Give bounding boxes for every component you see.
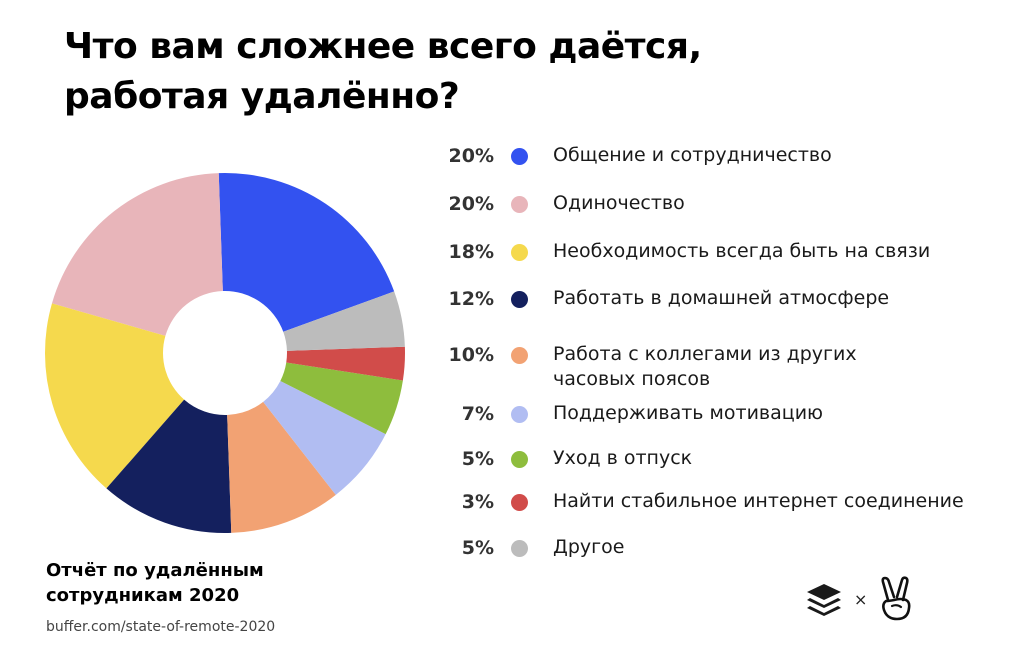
- legend-percent-6: 7%: [461, 403, 494, 425]
- donut-slice-6: [263, 380, 386, 495]
- chart-title-line-1: Что вам сложнее всего даётся,: [64, 26, 702, 67]
- legend-label-5: Работа с коллегами из других часовых пояс…: [553, 342, 1013, 392]
- legend-item-1: 20% Общение и сотрудничество: [432, 138, 1012, 178]
- legend-label-4: Работать в домашней атмосфере: [553, 286, 1013, 311]
- times-sign: ×: [854, 590, 868, 609]
- legend-swatch-2: [511, 196, 528, 213]
- donut-slice-8: [286, 346, 406, 381]
- legend-item-4: 12% Работать в домашней атмосфере: [432, 281, 1012, 321]
- donut-slice-7: [280, 362, 403, 435]
- legend-label-5-line-1: Работа с коллегами из других: [553, 343, 857, 365]
- legend-label-8: Найти стабильное интернет соединение: [553, 489, 1013, 514]
- report-caption-line-2: сотрудникам 2020: [46, 585, 240, 606]
- legend-percent-5: 10%: [448, 344, 494, 366]
- legend-item-8: 3% Найти стабильное интернет соединение: [432, 484, 1012, 524]
- legend-label-3: Необходимость всегда быть на связи: [553, 239, 1013, 264]
- legend-percent-1: 20%: [448, 145, 494, 167]
- legend-label-3-line-1: Необходимость всегда быть на связи: [553, 240, 931, 262]
- legend-percent-8: 3%: [461, 491, 494, 513]
- donut-slice-4: [106, 399, 232, 533]
- donut-slice-9: [283, 291, 405, 351]
- legend-swatch-1: [511, 148, 528, 165]
- legend-item-2: 20% Одиночество: [432, 186, 1012, 226]
- legend-label-6-line-1: Поддерживать мотивацию: [553, 402, 824, 424]
- legend-swatch-8: [511, 494, 528, 511]
- legend-swatch-7: [511, 451, 528, 468]
- legend-label-4-line-1: Работать в домашней атмосфере: [553, 287, 890, 309]
- buffer-logo-icon: [807, 584, 841, 616]
- legend-percent-2: 20%: [448, 193, 494, 215]
- donut-chart: [45, 173, 406, 533]
- legend-label-9-line-1: Другое: [553, 536, 625, 558]
- legend-percent-3: 18%: [448, 241, 494, 263]
- legend-swatch-4: [511, 291, 528, 308]
- source-url: buffer.com/state-of-remote-2020: [46, 619, 276, 635]
- legend-label-1-line-1: Общение и сотрудничество: [553, 144, 832, 166]
- report-caption-line-1: Отчёт по удалённым: [46, 560, 264, 581]
- legend-label-7-line-1: Уход в отпуск: [553, 447, 693, 469]
- report-caption: Отчёт по удалённым сотрудникам 2020: [46, 558, 366, 608]
- legend-percent-9: 5%: [461, 537, 494, 559]
- legend-label-1: Общение и сотрудничество: [553, 143, 1013, 168]
- donut-slice-3: [45, 303, 185, 489]
- donut-slice-2: [51, 173, 223, 336]
- legend-swatch-3: [511, 244, 528, 261]
- legend-item-7: 5% Уход в отпуск: [432, 441, 1012, 481]
- legend-swatch-5: [511, 347, 528, 364]
- legend-label-2: Одиночество: [553, 191, 1013, 216]
- legend-item-3: 18% Необходимость всегда быть на связи: [432, 234, 1012, 274]
- chart-title: Что вам сложнее всего даётся, работая уд…: [64, 22, 824, 122]
- legend-label-7: Уход в отпуск: [553, 446, 1013, 471]
- chart-title-line-2: работая удалённо?: [64, 76, 460, 117]
- legend-label-8-line-1: Найти стабильное интернет соединение: [553, 490, 964, 512]
- legend-swatch-6: [511, 406, 528, 423]
- legend-label-6: Поддерживать мотивацию: [553, 401, 1013, 426]
- legend-item-6: 7% Поддерживать мотивацию: [432, 396, 1012, 436]
- legend-label-9: Другое: [553, 535, 1013, 560]
- legend-label-5-line-2: часовых поясов: [553, 368, 711, 390]
- donut-slice-5: [227, 401, 336, 533]
- legend-percent-7: 5%: [461, 448, 494, 470]
- legend-item-9: 5% Другое: [432, 530, 1012, 570]
- legend-swatch-9: [511, 540, 528, 557]
- legend-percent-4: 12%: [448, 288, 494, 310]
- victory-hand-icon: [881, 576, 911, 621]
- legend-label-2-line-1: Одиночество: [553, 192, 685, 214]
- legend-item-5: 10% Работа с коллегами из других часовых п…: [432, 337, 1012, 390]
- donut-slice-1: [218, 173, 395, 332]
